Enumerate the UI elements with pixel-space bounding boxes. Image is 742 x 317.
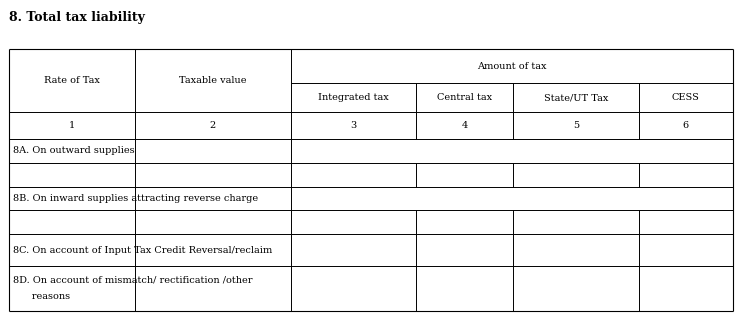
Text: CESS: CESS — [672, 93, 700, 102]
Text: State/UT Tax: State/UT Tax — [544, 93, 608, 102]
Text: Central tax: Central tax — [437, 93, 492, 102]
Text: 4: 4 — [462, 121, 467, 130]
Text: 6: 6 — [683, 121, 689, 130]
Text: 8D. On account of mismatch/ rectification /other: 8D. On account of mismatch/ rectificatio… — [13, 276, 253, 285]
Text: 8C. On account of Input Tax Credit Reversal/reclaim: 8C. On account of Input Tax Credit Rever… — [13, 246, 272, 255]
Text: 2: 2 — [209, 121, 216, 130]
Text: 3: 3 — [350, 121, 356, 130]
Text: Taxable value: Taxable value — [179, 76, 246, 85]
Text: 1: 1 — [68, 121, 75, 130]
Text: 8B. On inward supplies attracting reverse charge: 8B. On inward supplies attracting revers… — [13, 194, 258, 203]
Text: Amount of tax: Amount of tax — [477, 62, 547, 71]
Text: 8. Total tax liability: 8. Total tax liability — [9, 11, 145, 24]
Text: 8A. On outward supplies: 8A. On outward supplies — [13, 146, 135, 155]
Text: reasons: reasons — [13, 292, 70, 301]
Text: Rate of Tax: Rate of Tax — [44, 76, 99, 85]
Text: Integrated tax: Integrated tax — [318, 93, 389, 102]
Text: 5: 5 — [573, 121, 579, 130]
